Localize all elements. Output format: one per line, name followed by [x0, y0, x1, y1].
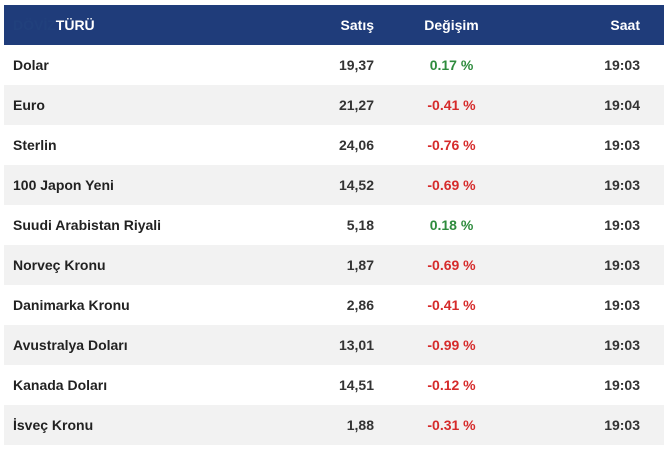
sell-value: 14,52: [338, 177, 374, 193]
time-value: 19:03: [604, 417, 640, 433]
table-row[interactable]: 100 Japon Yeni 14,52 -0.69 % 19:03: [4, 165, 664, 205]
currency-table: DÖVİZTÜRÜ Satış Değişim Saat Dolar 19,37…: [4, 5, 664, 445]
change-value: 0.18 %: [429, 217, 474, 233]
sell-value: 1,87: [346, 257, 374, 273]
time-value: 19:03: [604, 297, 640, 313]
change-value: 0.17 %: [429, 57, 474, 73]
sell-value: 19,37: [338, 57, 374, 73]
change-value: -0.69 %: [427, 177, 476, 193]
sell-value: 1,88: [346, 417, 374, 433]
table-header: DÖVİZTÜRÜ Satış Değişim Saat: [4, 5, 664, 45]
currency-name[interactable]: İsveç Kronu: [13, 417, 94, 433]
table-row[interactable]: İsveç Kronu 1,88 -0.31 % 19:03: [4, 405, 664, 445]
sell-value: 5,18: [346, 217, 374, 233]
time-value: 19:03: [604, 217, 640, 233]
change-value: -0.99 %: [427, 337, 476, 353]
time-value: 19:03: [604, 337, 640, 353]
change-value: -0.12 %: [427, 377, 476, 393]
currency-name[interactable]: Avustralya Doları: [13, 337, 128, 353]
sell-value: 21,27: [338, 97, 374, 113]
time-value: 19:03: [604, 177, 640, 193]
header-change: Değişim: [424, 17, 479, 33]
table-row[interactable]: Avustralya Doları 13,01 -0.99 % 19:03: [4, 325, 664, 365]
sell-value: 13,01: [338, 337, 374, 353]
time-value: 19:03: [604, 137, 640, 153]
currency-name[interactable]: Kanada Doları: [13, 377, 108, 393]
currency-name[interactable]: Danimarka Kronu: [13, 297, 130, 313]
sell-value: 24,06: [338, 137, 374, 153]
header-currency-suffix: TÜRÜ: [55, 17, 95, 33]
currency-name[interactable]: Dolar: [13, 57, 49, 73]
sell-value: 2,86: [346, 297, 374, 313]
time-value: 19:03: [604, 377, 640, 393]
currency-name[interactable]: Euro: [13, 97, 45, 113]
table-row[interactable]: Suudi Arabistan Riyali 5,18 0.18 % 19:03: [4, 205, 664, 245]
table-row[interactable]: Kanada Doları 14,51 -0.12 % 19:03: [4, 365, 664, 405]
change-value: -0.41 %: [427, 297, 476, 313]
change-value: -0.69 %: [427, 257, 476, 273]
currency-name[interactable]: Sterlin: [13, 137, 57, 153]
sell-value: 14,51: [338, 377, 374, 393]
header-time: Saat: [610, 17, 640, 33]
table-row[interactable]: Sterlin 24,06 -0.76 % 19:03: [4, 125, 664, 165]
table-row[interactable]: Euro 21,27 -0.41 % 19:04: [4, 85, 664, 125]
time-value: 19:04: [604, 97, 640, 113]
time-value: 19:03: [604, 57, 640, 73]
change-value: -0.31 %: [427, 417, 476, 433]
currency-name[interactable]: 100 Japon Yeni: [13, 177, 114, 193]
header-currency-prefix: DÖVİZ: [13, 17, 56, 33]
header-sell: Satış: [340, 17, 374, 33]
header-currency-type: DÖVİZTÜRÜ: [4, 17, 284, 33]
table-row[interactable]: Norveç Kronu 1,87 -0.69 % 19:03: [4, 245, 664, 285]
currency-name[interactable]: Suudi Arabistan Riyali: [13, 217, 162, 233]
change-value: -0.41 %: [427, 97, 476, 113]
time-value: 19:03: [604, 257, 640, 273]
change-value: -0.76 %: [427, 137, 476, 153]
table-row[interactable]: Danimarka Kronu 2,86 -0.41 % 19:03: [4, 285, 664, 325]
currency-name[interactable]: Norveç Kronu: [13, 257, 106, 273]
table-row[interactable]: Dolar 19,37 0.17 % 19:03: [4, 45, 664, 85]
